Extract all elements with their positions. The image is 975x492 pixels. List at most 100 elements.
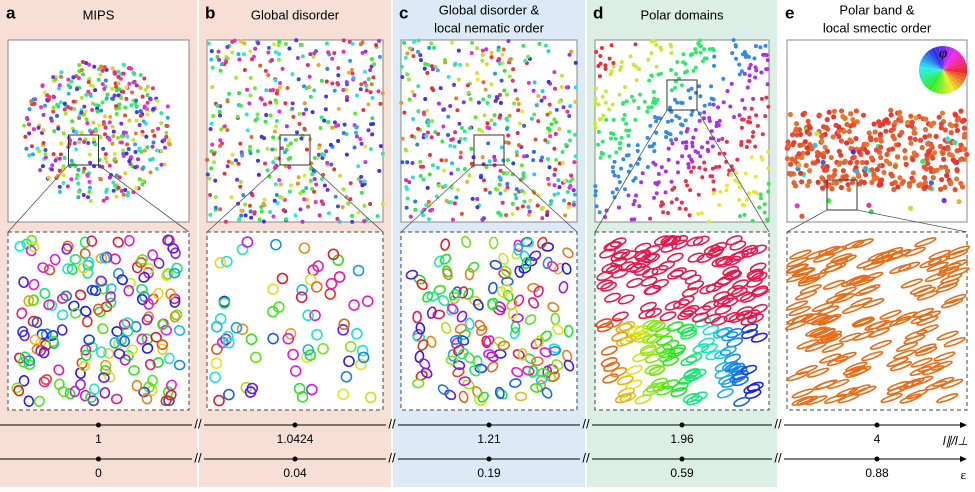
particle [306,63,310,67]
particle [227,160,231,164]
particle [101,100,105,104]
particle [565,110,569,114]
particle [114,195,118,199]
particle [655,191,659,195]
particle [490,51,494,55]
particle [618,141,622,145]
particle [376,214,380,218]
particle [326,50,330,54]
particle [518,121,522,125]
particle [401,137,405,141]
particle [874,147,879,152]
particle [431,67,435,71]
particle [838,153,843,158]
particle [111,181,115,185]
particle [241,193,245,197]
particle [75,87,79,91]
particle [865,150,870,155]
particle [126,193,130,197]
particle [684,118,688,122]
particle [90,108,94,112]
particle [554,120,558,124]
particle [831,181,836,186]
particle [377,39,381,43]
particle [274,182,278,186]
ratio-value: 1.96 [670,432,694,446]
particle [855,119,860,124]
particle [667,147,671,151]
particle [93,143,97,147]
particle [300,43,304,47]
particle [460,212,464,216]
particle [747,79,751,83]
particle [108,164,112,168]
particle [316,63,320,67]
particle [572,160,576,164]
particle [80,96,84,100]
particle [44,152,48,156]
particle [70,119,74,123]
particle [46,99,50,103]
particle [115,112,119,116]
particle [97,123,101,127]
particle [927,148,932,153]
particle [688,96,692,100]
particle [226,56,230,60]
particle [62,181,66,185]
particle [751,219,755,223]
particle [638,93,642,97]
particle [424,203,428,207]
particle [377,169,381,173]
particle [297,77,301,81]
particle [353,112,357,116]
particle [888,171,893,176]
particle [282,208,286,212]
particle [522,124,526,128]
particle [273,130,277,134]
particle [895,184,900,189]
particle [108,176,112,180]
particle [729,173,733,177]
particle [593,126,597,130]
particle [475,197,479,201]
particle [477,101,481,105]
particle [660,165,664,169]
particle [873,137,878,142]
particle [140,133,144,137]
particle [295,130,299,134]
particle [324,107,328,111]
panel-letter: e [785,3,794,22]
particle [312,88,316,92]
particle [256,41,260,45]
particle [278,81,282,85]
particle [653,163,657,167]
particle [135,105,139,109]
particle [646,165,650,169]
particle [494,187,498,191]
particle [73,141,77,145]
particle [692,69,696,73]
particle [422,111,426,115]
particle [361,51,365,55]
particle [313,177,317,181]
particle [489,55,493,59]
particle [790,132,795,137]
particle [639,180,643,184]
particle [345,82,349,86]
particle [135,83,139,87]
particle [362,204,366,208]
particle [694,128,698,132]
particle [467,173,471,177]
particle [234,158,238,162]
particle [285,86,289,90]
particle [361,108,365,112]
particle [766,82,770,86]
particle [88,186,92,190]
particle [506,134,510,138]
particle [275,119,279,123]
particle [211,114,215,118]
particle [142,77,146,81]
particle [255,112,259,116]
particle [122,72,126,76]
particle [738,72,742,76]
